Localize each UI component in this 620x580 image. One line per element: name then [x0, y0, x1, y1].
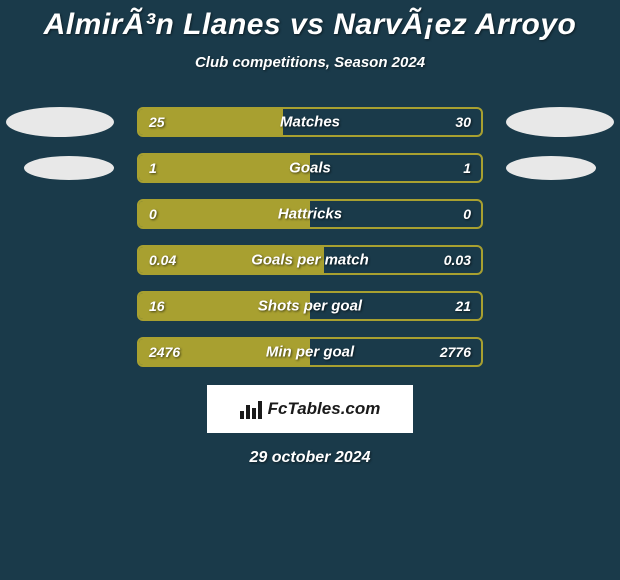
stat-label: Matches: [280, 114, 340, 131]
logo-text: FcTables.com: [268, 399, 381, 419]
stat-value-left: 0.04: [149, 252, 176, 268]
stat-bar: 0 Hattricks 0: [137, 199, 483, 229]
stat-row: 16 Shots per goal 21: [0, 283, 620, 329]
stat-value-right: 0: [463, 206, 471, 222]
stat-row: 2476 Min per goal 2776: [0, 329, 620, 375]
stat-row: 0 Hattricks 0: [0, 191, 620, 237]
stat-bar: 16 Shots per goal 21: [137, 291, 483, 321]
stat-value-right: 2776: [440, 344, 471, 360]
stat-bar: 0.04 Goals per match 0.03: [137, 245, 483, 275]
stat-value-left: 25: [149, 114, 165, 130]
stat-bar: 2476 Min per goal 2776: [137, 337, 483, 367]
stat-value-left: 2476: [149, 344, 180, 360]
stat-label: Goals: [289, 160, 331, 177]
stat-label: Min per goal: [266, 344, 354, 361]
stat-value-left: 1: [149, 160, 157, 176]
comparison-infographic: AlmirÃ³n Llanes vs NarvÃ¡ez Arroyo Club …: [0, 0, 620, 467]
stat-row: 0.04 Goals per match 0.03: [0, 237, 620, 283]
stat-value-right: 0.03: [444, 252, 471, 268]
stat-row: 1 Goals 1: [0, 145, 620, 191]
stat-value-right: 1: [463, 160, 471, 176]
bar-chart-icon: [240, 399, 262, 419]
stat-value-left: 0: [149, 206, 157, 222]
stats-list: 25 Matches 30 1 Goals 1 0 Hattricks 0 0.04 Goals p…: [0, 99, 620, 375]
stat-fill-left: [139, 155, 310, 181]
subtitle: Club competitions, Season 2024: [0, 54, 620, 71]
stat-bar: 1 Goals 1: [137, 153, 483, 183]
stat-value-left: 16: [149, 298, 165, 314]
stat-bar: 25 Matches 30: [137, 107, 483, 137]
player-oval-left: [24, 156, 114, 180]
player-oval-left: [6, 107, 114, 137]
date-label: 29 october 2024: [0, 449, 620, 467]
stat-label: Shots per goal: [258, 298, 362, 315]
stat-label: Hattricks: [278, 206, 342, 223]
stat-row: 25 Matches 30: [0, 99, 620, 145]
stat-value-right: 21: [455, 298, 471, 314]
page-title: AlmirÃ³n Llanes vs NarvÃ¡ez Arroyo: [0, 8, 620, 42]
stat-label: Goals per match: [251, 252, 369, 269]
logo-box: FcTables.com: [207, 385, 413, 433]
player-oval-right: [506, 107, 614, 137]
player-oval-right: [506, 156, 596, 180]
stat-value-right: 30: [455, 114, 471, 130]
